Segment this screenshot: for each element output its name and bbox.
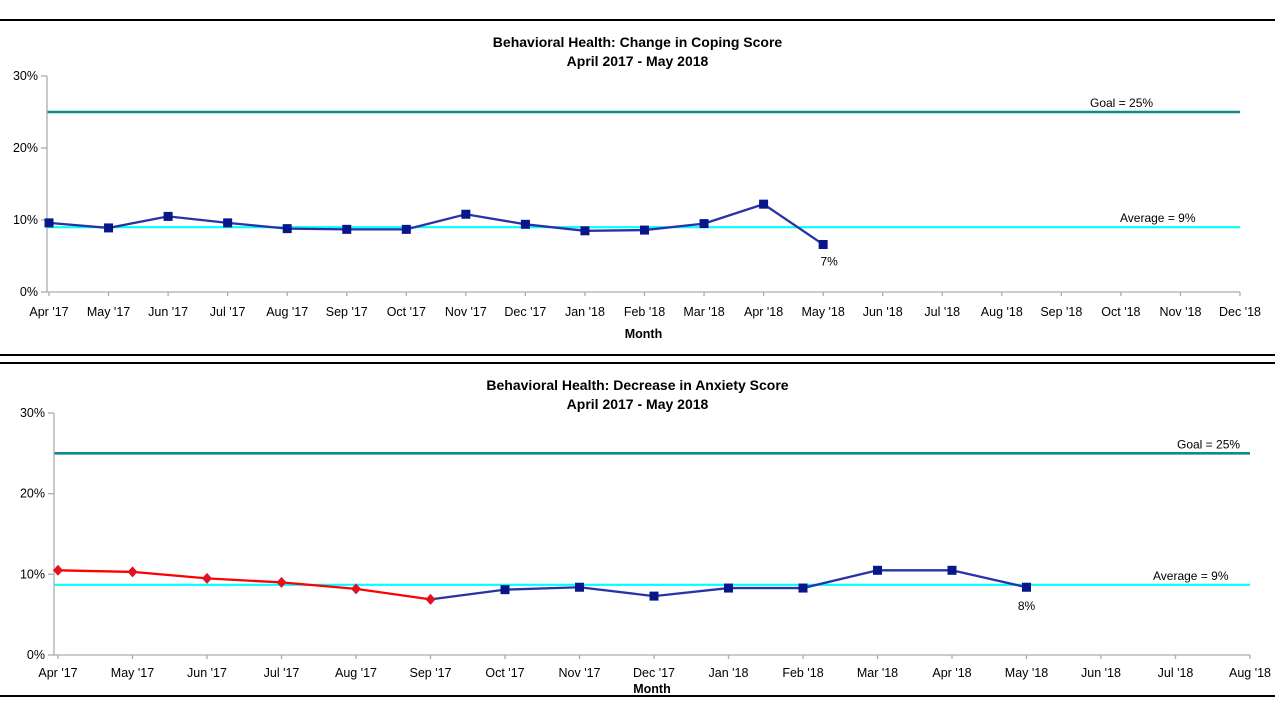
data-point-marker [649,591,659,601]
y-tick-label: 20% [20,487,45,501]
x-tick-label: Jun '17 [148,305,188,319]
data-point-marker [873,565,882,575]
data-point-marker [425,593,436,605]
average-label: Average = 9% [1120,211,1196,225]
data-point-marker [104,223,114,233]
data-point-marker [127,566,138,578]
data-point-marker [759,199,769,209]
data-point-marker [461,209,471,219]
x-tick-label: Jun '18 [1081,666,1121,680]
x-tick-label: Apr '17 [29,305,68,319]
x-tick-label: Sep '18 [1040,305,1082,319]
chart-title: Behavioral Health: Change in Coping Scor… [492,34,783,50]
y-tick-label: 30% [13,69,38,83]
x-tick-label: Jan '18 [565,305,605,319]
x-tick-label: Nov '18 [1159,305,1201,319]
x-tick-label: Jan '18 [709,666,749,680]
data-label: 8% [1018,599,1036,613]
chart-title: Behavioral Health: Decrease in Anxiety S… [486,377,789,393]
data-point-marker [276,576,287,588]
x-tick-label: Dec '17 [633,666,675,680]
x-tick-label: Feb '18 [624,305,665,319]
y-tick-label: 10% [13,213,38,227]
x-tick-label: Oct '17 [485,666,524,680]
x-tick-label: Mar '18 [683,305,724,319]
data-point-marker [947,565,957,575]
data-point-marker [282,224,292,234]
data-point-marker [724,583,733,593]
data-point-marker [401,224,411,234]
data-point-marker [699,219,709,229]
x-tick-label: Aug '18 [1229,666,1271,680]
data-point-marker [53,564,63,576]
data-point-marker [520,219,530,229]
x-tick-label: Apr '17 [38,666,77,680]
x-tick-label: Sep '17 [326,305,368,319]
y-tick-label: 10% [20,567,45,581]
x-tick-label: Feb '18 [782,666,823,680]
data-point-marker [223,218,233,228]
data-point-marker [44,218,54,228]
goal-label: Goal = 25% [1177,437,1240,451]
x-tick-label: Aug '18 [981,305,1023,319]
anxiety-chart-plot: Goal = 25% Average = 9% 0% 10% 20% 30% Apr '17… [20,406,1271,695]
x-tick-label: May '18 [801,305,844,319]
coping-score-line [48,202,824,246]
data-point-marker [342,224,352,234]
anxiety-score-early-line [57,569,431,601]
x-tick-label: Apr '18 [744,305,783,319]
x-tick-label: May '17 [87,305,130,319]
data-point-marker [202,572,212,584]
x-tick-label: Aug '17 [266,305,308,319]
y-tick-label: 0% [27,648,45,662]
x-tick-label: Oct '17 [387,305,426,319]
x-axis-title: Month [625,327,662,341]
x-tick-label: Jul '18 [924,305,960,319]
x-tick-label: Aug '17 [335,666,377,680]
data-point-marker [640,225,649,235]
data-point-marker [580,226,590,236]
data-point-marker [798,583,808,593]
goal-label: Goal = 25% [1090,96,1153,110]
data-point-marker [1022,582,1031,592]
data-point-marker [500,585,510,595]
coping-chart-title-block: Behavioral Health: Change in Coping Scor… [0,33,1275,71]
y-tick-label: 20% [13,141,38,155]
x-tick-label: Mar '18 [857,666,898,680]
x-tick-label: Dec '17 [504,305,546,319]
x-tick-label: Jul '18 [1158,666,1194,680]
data-point-marker [163,211,173,221]
coping-chart-plot: Goal = 25% Average = 9% 0% 10% 20% 30% Apr '17… [13,69,1261,341]
chart-subtitle: April 2017 - May 2018 [566,53,709,69]
x-tick-label: Jun '17 [187,666,227,680]
x-tick-label: Jun '18 [863,305,903,319]
data-point-marker [818,239,828,249]
x-tick-label: Apr '18 [932,666,971,680]
x-tick-label: Dec '18 [1219,305,1261,319]
average-label: Average = 9% [1153,569,1229,583]
x-tick-label: May '18 [1005,666,1048,680]
x-tick-label: Oct '18 [1101,305,1140,319]
y-tick-label: 30% [20,406,45,420]
x-tick-label: Jul '17 [264,666,300,680]
x-tick-label: Sep '17 [409,666,451,680]
coping-chart-panel: Behavioral Health: Change in Coping Scor… [0,19,1275,356]
x-tick-label: Nov '17 [559,666,601,680]
x-tick-label: Nov '17 [445,305,487,319]
x-tick-label: May '17 [111,666,154,680]
x-tick-label: Jul '17 [210,305,246,319]
data-point-marker [575,582,584,592]
x-axis-title: Month [633,682,670,695]
chart-subtitle: April 2017 - May 2018 [566,396,709,412]
anxiety-chart-title-block: Behavioral Health: Decrease in Anxiety S… [0,376,1275,414]
anxiety-chart-panel: Behavioral Health: Decrease in Anxiety S… [0,362,1275,697]
data-point-marker [351,583,361,595]
data-label: 7% [820,254,838,268]
y-tick-label: 0% [20,285,38,299]
